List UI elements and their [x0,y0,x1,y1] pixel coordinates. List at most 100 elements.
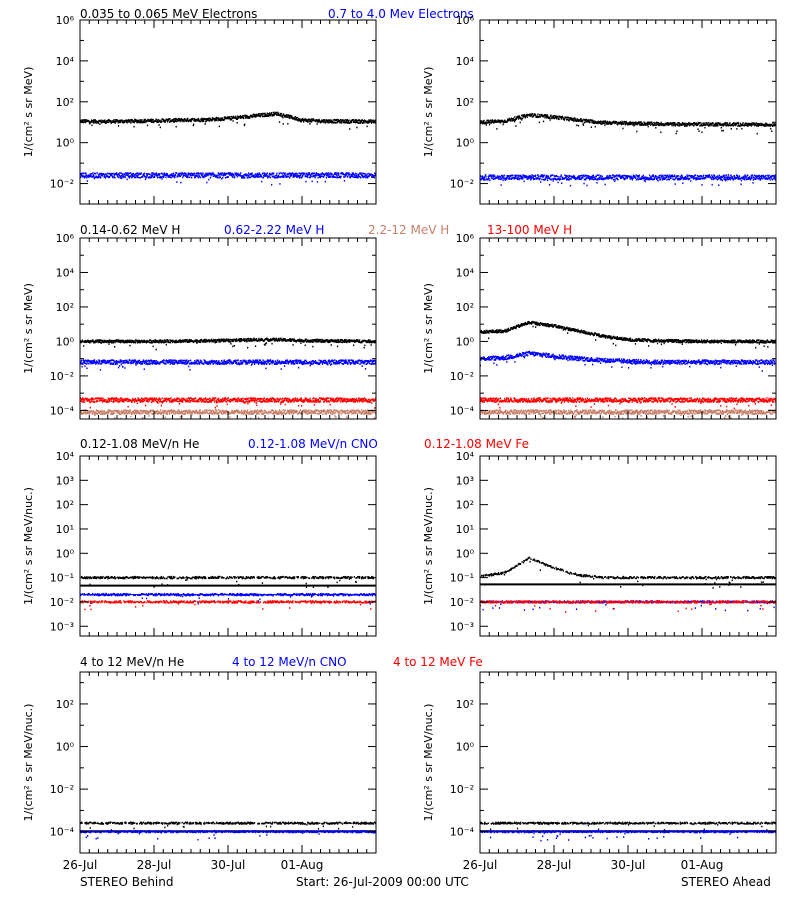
data-point [736,122,739,124]
data-point [517,115,519,118]
data-point [720,178,722,180]
data-point [505,178,507,180]
data-point [103,176,105,178]
data-point [585,175,587,177]
data-point [96,122,98,124]
data-point [355,174,357,177]
data-point [364,176,366,178]
data-point [309,340,311,343]
data-point [123,173,126,176]
data-point [742,176,745,178]
data-point [626,122,628,124]
data-point [568,174,570,177]
data-point [564,177,566,180]
data-point [515,118,517,121]
data-point [122,176,125,178]
data-point [319,120,321,123]
data-point [128,172,130,175]
data-point [587,175,589,177]
data-point [629,176,631,178]
data-point [644,177,646,180]
data-point [537,174,539,177]
data-point [256,172,259,175]
data-point [300,174,302,177]
data-point [114,119,116,121]
data-point [504,119,506,122]
data-point [643,176,645,179]
data-point [311,180,313,183]
data-point [598,174,600,176]
data-point [182,176,184,179]
data-point [348,340,350,342]
data-point [103,360,105,362]
data-point [163,176,165,178]
data-point [527,176,530,178]
data-point [229,117,231,120]
data-point [358,341,360,343]
data-point [135,176,137,179]
data-point [241,177,243,179]
data-point [116,174,118,176]
data-point [139,121,141,124]
data-point [170,176,172,179]
data-point [329,120,331,123]
data-point [183,340,185,342]
data-point [364,173,366,175]
data-point [346,119,349,121]
data-point [95,361,97,364]
data-point [635,177,637,179]
data-point [220,173,222,176]
data-point [110,174,112,177]
data-point [634,123,636,125]
data-point [316,123,318,125]
data-point [234,339,237,341]
data-point [218,125,220,128]
data-point [92,173,94,176]
data-point [653,121,655,124]
data-point [106,361,108,364]
data-point [531,174,533,176]
data-point [185,119,187,122]
data-point [120,341,122,344]
data-point [240,172,242,174]
data-point [264,172,266,174]
data-point [295,175,297,177]
data-point [592,121,594,123]
data-point [517,176,520,178]
data-point [243,175,245,178]
data-point [160,339,162,342]
data-point [592,119,594,122]
data-point [568,179,570,181]
data-point [717,175,719,177]
data-point [773,177,775,179]
data-point [358,122,360,124]
data-point [179,175,182,177]
data-point [568,176,570,179]
data-point [727,178,729,181]
data-point [582,124,585,126]
row0-legend: 0.035 to 0.065 MeV Electrons 0.7 to 4.0 … [80,7,474,21]
data-point [749,123,751,125]
data-point [716,122,718,124]
data-point [104,341,106,343]
data-point [756,125,758,127]
data-point [513,117,515,120]
data-point [504,177,506,180]
data-point [342,121,345,123]
data-point [354,340,356,342]
data-point [521,114,523,117]
data-point [629,123,631,126]
data-point [218,118,220,121]
data-point [276,114,278,116]
data-point [323,174,325,177]
data-point [328,119,330,121]
data-point [313,175,315,177]
data-point [163,359,165,361]
data-point [641,177,643,179]
data-point [543,114,546,116]
data-point [674,174,676,177]
data-point [98,359,100,362]
data-point [232,345,234,348]
data-point [94,361,96,363]
data-point [523,175,525,178]
